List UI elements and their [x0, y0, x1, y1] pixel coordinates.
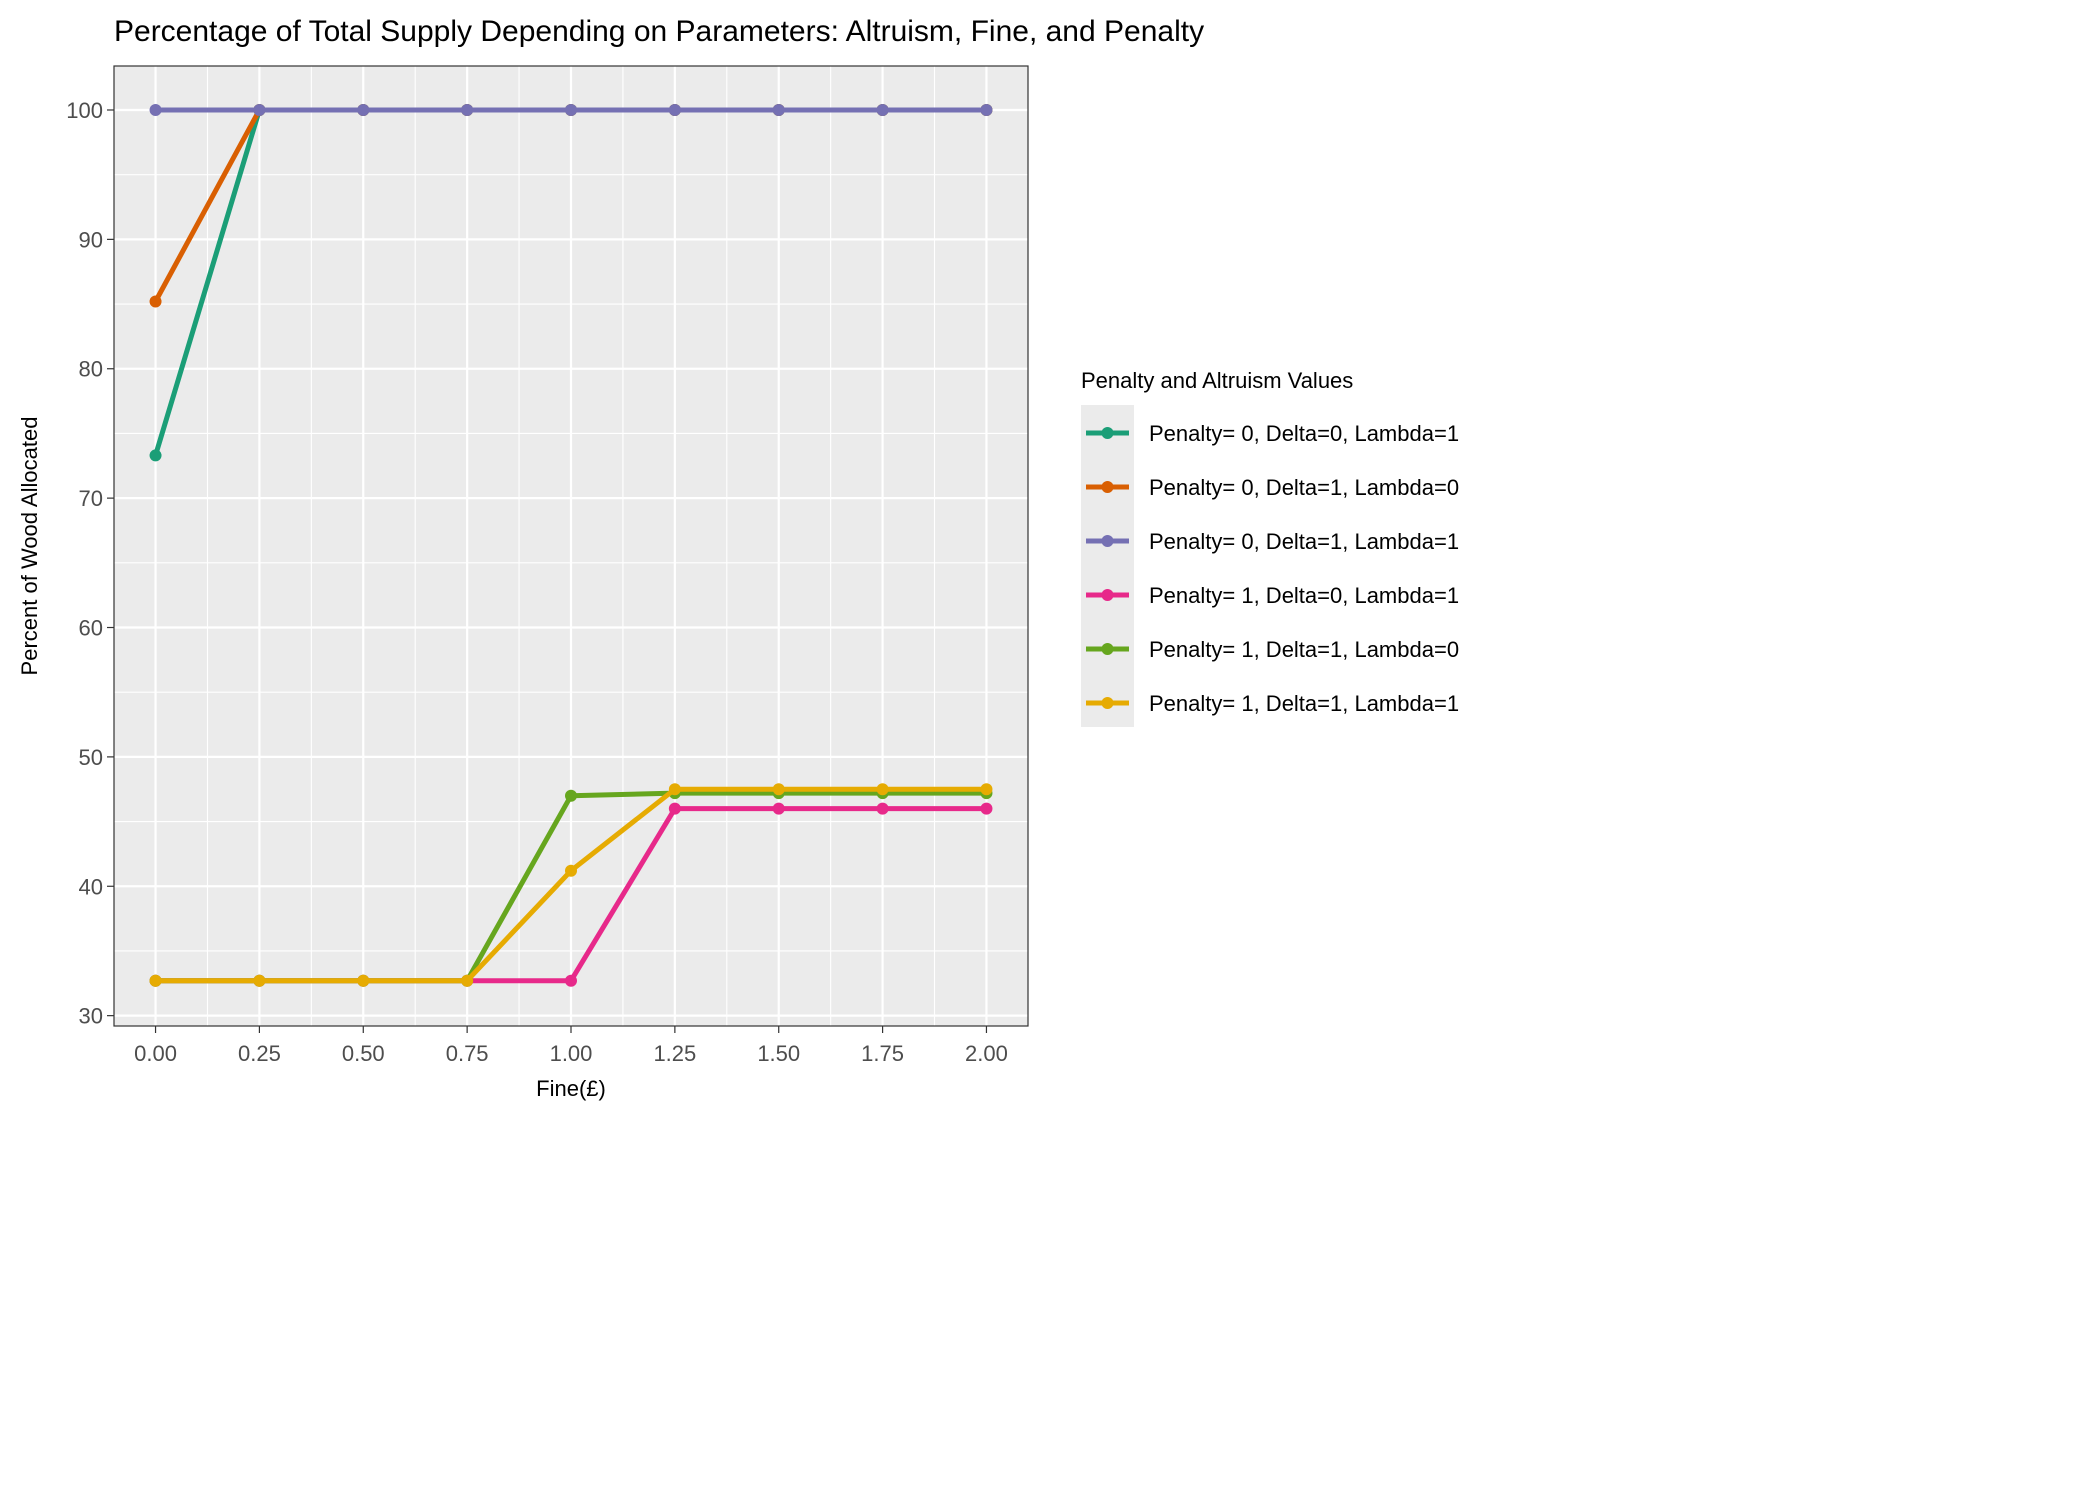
data-point	[565, 789, 577, 802]
data-point	[357, 103, 370, 116]
legend-key-point	[1101, 643, 1114, 655]
x-tick-label: 1.00	[550, 1041, 593, 1066]
x-axis-title: Fine(£)	[536, 1076, 606, 1101]
data-point	[149, 103, 162, 116]
y-tick-label: 70	[79, 486, 103, 511]
data-point	[876, 783, 889, 796]
data-point	[149, 295, 162, 308]
chart-title: Percentage of Total Supply Depending on …	[114, 15, 1204, 48]
legend-label: Penalty= 0, Delta=1, Lambda=1	[1149, 529, 1459, 554]
legend-key-background	[1081, 405, 1134, 727]
x-tick-label: 0.00	[134, 1041, 177, 1066]
data-point	[668, 802, 681, 815]
data-point	[565, 974, 577, 987]
legend: Penalty and Altruism Values Penalty= 0, …	[1081, 368, 1459, 727]
data-point	[461, 103, 474, 116]
data-point	[980, 103, 993, 116]
grid-lines	[114, 66, 1028, 1026]
data-point	[149, 449, 162, 462]
data-point	[565, 864, 577, 877]
y-tick-label: 90	[79, 227, 103, 252]
data-point	[357, 974, 370, 987]
data-point	[149, 974, 162, 987]
data-point	[876, 103, 889, 116]
y-tick-label: 80	[79, 357, 103, 382]
data-point	[668, 103, 681, 116]
axes: 30 40 50 60 70 80 90 100 0.00 0.25 0.50 0.75 1.00 1.2…	[66, 98, 1008, 1066]
data-point	[876, 802, 889, 815]
data-point	[253, 103, 266, 116]
data-point	[772, 802, 785, 815]
data-point	[980, 783, 993, 796]
x-tick-label: 1.50	[757, 1041, 800, 1066]
x-tick-label: 0.25	[238, 1041, 281, 1066]
y-tick-label: 30	[79, 1004, 103, 1029]
legend-label: Penalty= 1, Delta=0, Lambda=1	[1149, 583, 1459, 608]
legend-label: Penalty= 0, Delta=1, Lambda=0	[1149, 475, 1459, 500]
data-point	[461, 974, 474, 987]
y-tick-label: 50	[79, 745, 103, 770]
y-axis-title: Percent of Wood Allocated	[17, 417, 42, 676]
x-tick-label: 0.50	[342, 1041, 385, 1066]
legend-key-point	[1101, 481, 1114, 493]
chart: Percentage of Total Supply Depending on …	[17, 15, 1459, 1101]
legend-title: Penalty and Altruism Values	[1081, 368, 1353, 393]
legend-key-point	[1101, 535, 1114, 547]
y-tick-label: 40	[79, 874, 103, 899]
data-point	[253, 974, 266, 987]
x-tick-label: 1.75	[861, 1041, 904, 1066]
legend-label: Penalty= 1, Delta=1, Lambda=1	[1149, 691, 1459, 716]
x-tick-label: 1.25	[653, 1041, 696, 1066]
legend-key-point	[1101, 697, 1114, 709]
x-tick-label: 2.00	[965, 1041, 1008, 1066]
series-lines	[149, 103, 993, 987]
x-tick-label: 0.75	[446, 1041, 489, 1066]
y-tick-label: 60	[79, 616, 103, 641]
legend-key-point	[1101, 427, 1114, 439]
data-point	[668, 783, 681, 796]
legend-key-point	[1101, 589, 1114, 601]
data-point	[772, 783, 785, 796]
legend-label: Penalty= 0, Delta=0, Lambda=1	[1149, 421, 1459, 446]
data-point	[772, 103, 785, 116]
y-tick-label: 100	[66, 98, 103, 123]
legend-label: Penalty= 1, Delta=1, Lambda=0	[1149, 637, 1459, 662]
data-point	[980, 802, 993, 815]
data-point	[565, 103, 577, 116]
